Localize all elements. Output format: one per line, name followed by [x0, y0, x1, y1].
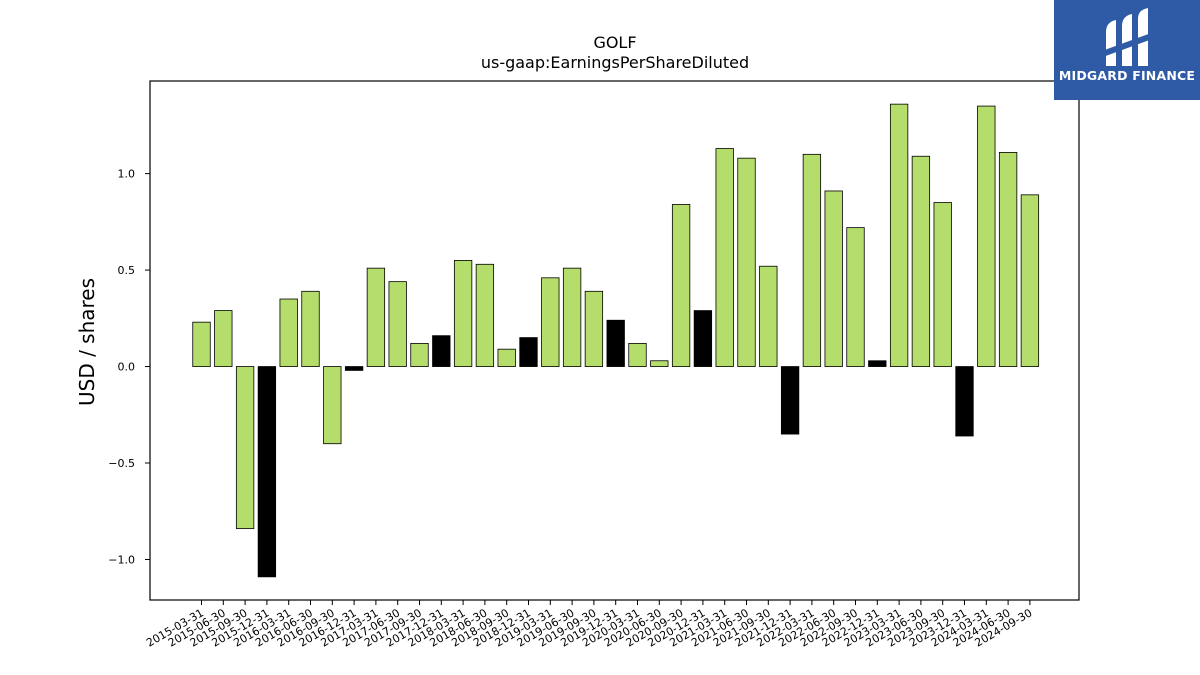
bar-2017-12-31	[432, 335, 451, 367]
bar-2015-03-31	[192, 321, 211, 367]
bar-2023-12-31	[955, 366, 974, 437]
bar-2015-06-30	[214, 310, 233, 367]
bar-2023-03-31	[889, 103, 909, 367]
bar-2018-03-31	[453, 260, 473, 367]
x-ticks-group: 2015-03-312015-06-302015-09-302015-12-31…	[144, 600, 1034, 650]
chart-title: GOLF	[593, 33, 636, 52]
bar-2019-03-31	[541, 277, 560, 367]
bar-2016-03-31	[279, 298, 298, 367]
bar-2022-06-30	[824, 190, 843, 367]
bar-2020-12-31	[693, 310, 713, 367]
bar-2016-06-30	[301, 290, 320, 367]
bar-2017-06-30	[388, 281, 407, 367]
bar-2019-09-30	[584, 290, 604, 367]
bar-2024-06-30	[998, 151, 1018, 367]
y-tick-label: −1.0	[108, 553, 135, 566]
bar-2021-09-30	[759, 265, 778, 367]
bar-2020-09-30	[671, 204, 691, 367]
bar-2018-09-30	[497, 348, 516, 367]
y-axis-label: USD / shares	[75, 278, 99, 406]
y-tick-label: 1.0	[118, 168, 136, 181]
bar-2022-09-30	[846, 227, 865, 367]
bar-2022-03-31	[802, 153, 822, 367]
plot-frame	[149, 80, 1080, 601]
bar-2021-12-31	[780, 366, 800, 435]
bar-2018-12-31	[519, 337, 538, 367]
chart-subtitle: us-gaap:EarningsPerShareDiluted	[481, 53, 749, 72]
y-tick-label: −0.5	[108, 457, 135, 470]
bar-2021-03-31	[715, 148, 734, 367]
bar-2020-06-30	[650, 360, 669, 367]
bar-2016-09-30	[323, 366, 342, 445]
bar-2021-06-30	[737, 157, 756, 367]
y-tick-label: 0.0	[118, 361, 136, 374]
bar-2016-12-31	[344, 366, 364, 371]
bar-2023-09-30	[933, 202, 952, 367]
bar-2018-06-30	[475, 263, 495, 367]
y-ticks-group: −1.0 −0.5 0.0 0.5 1.0	[108, 168, 150, 566]
bar-2023-06-30	[911, 155, 931, 367]
bar-2020-03-31	[628, 342, 647, 367]
bar-2024-03-31	[977, 105, 996, 367]
y-tick-label: 0.5	[118, 264, 136, 277]
bar-2015-09-30	[235, 366, 255, 530]
bar-2015-12-31	[257, 366, 277, 578]
bar-2024-09-30	[1020, 194, 1040, 367]
bar-2022-12-31	[868, 360, 887, 367]
bar-2019-06-30	[562, 267, 582, 367]
logo-text: MIDGARD FINANCE	[1058, 68, 1196, 83]
bars-group	[192, 103, 1040, 578]
midgard-logo-icon	[1102, 8, 1152, 66]
midgard-finance-logo: MIDGARD FINANCE	[1054, 0, 1200, 100]
bar-2019-12-31	[606, 319, 625, 367]
bar-2017-03-31	[366, 267, 386, 367]
bar-2017-09-30	[410, 342, 429, 367]
